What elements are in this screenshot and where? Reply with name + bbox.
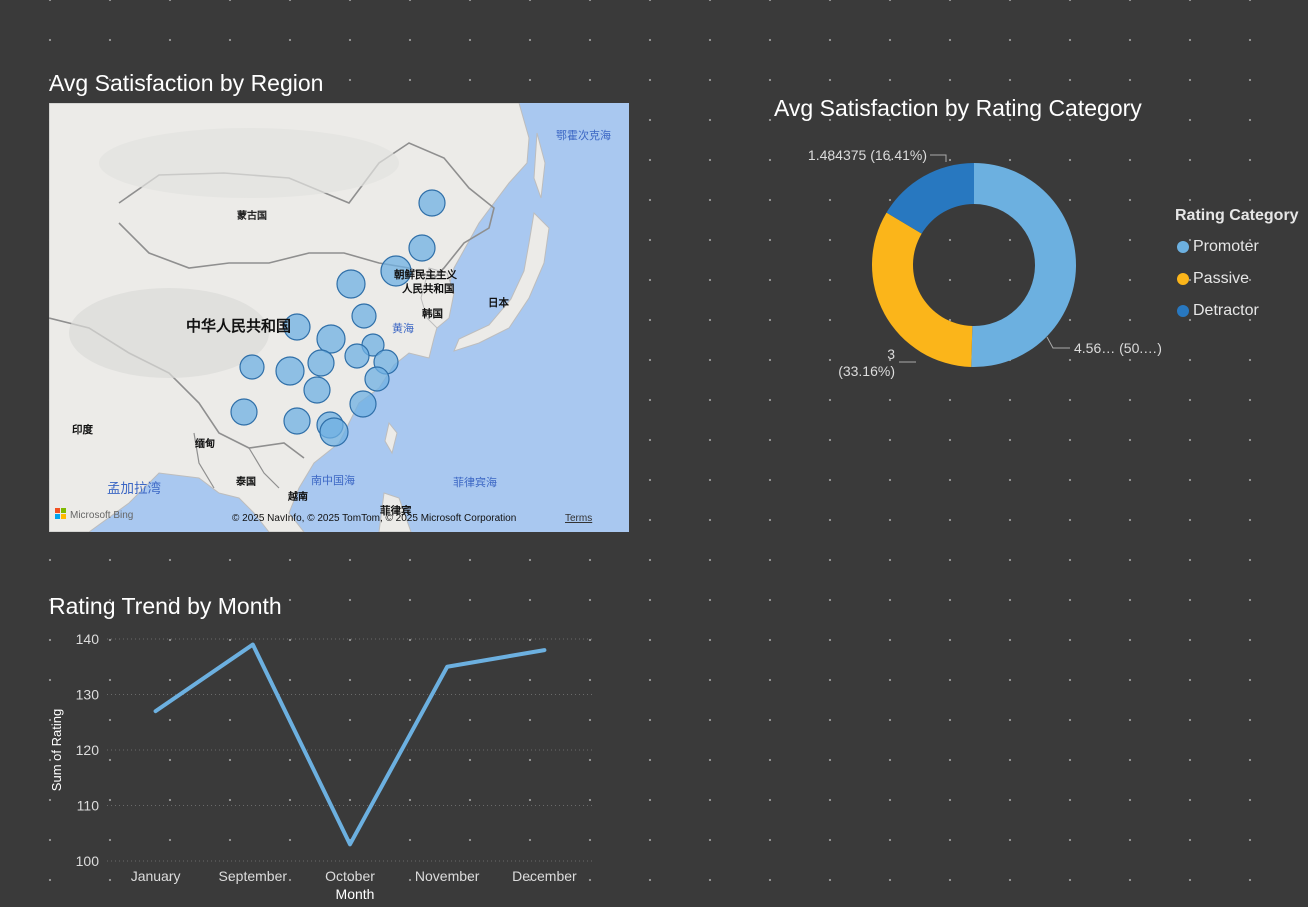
- map-land-korea: [420, 267, 455, 329]
- donut-slice-detractor[interactable]: [886, 163, 974, 234]
- map-visual[interactable]: Avg Satisfaction by Region: [49, 70, 629, 532]
- map-bubble[interactable]: [380, 255, 412, 287]
- map-bubble[interactable]: [344, 343, 370, 369]
- y-tick-label: 110: [77, 798, 100, 814]
- y-tick-label: 140: [76, 631, 100, 647]
- map-bubble[interactable]: [303, 376, 331, 404]
- data-label-passive-value: 3: [887, 346, 895, 362]
- map-bubble[interactable]: [418, 189, 446, 217]
- leader-line-detractor: [930, 154, 947, 162]
- legend-title: Rating Category: [1175, 207, 1299, 224]
- bing-logo: Microsoft Bing: [55, 508, 133, 521]
- donut-slice-promoter[interactable]: [971, 163, 1077, 368]
- legend-label-passive: Passive: [1193, 270, 1250, 287]
- data-label-promoter: 4.56… (50.…): [1074, 340, 1162, 356]
- map-canvas[interactable]: 蒙古国 中华人民共和国 朝鲜民主主义 人民共和国 韩国 日本 印度 缅甸 泰国 …: [49, 103, 629, 532]
- x-tick-label: January: [131, 868, 181, 884]
- map-label-mongolia: 蒙古国: [237, 209, 267, 222]
- x-axis-title: Month: [336, 886, 375, 902]
- line-visual[interactable]: 100 110 120 130 140 January September October N…: [45, 590, 605, 907]
- legend-item-promoter[interactable]: Promoter: [1175, 231, 1299, 263]
- map-shade-tibet: [69, 288, 269, 378]
- map-label-philippine-sea: 菲律宾海: [453, 475, 497, 489]
- map-label-okhotsk-sea: 鄂霍次克海: [556, 128, 611, 142]
- map-bubble[interactable]: [283, 407, 311, 435]
- y-tick-label: 100: [76, 853, 100, 869]
- map-bubble[interactable]: [230, 398, 258, 426]
- map-bubble[interactable]: [316, 324, 346, 354]
- map-label-north-korea-1: 朝鲜民主主义: [394, 268, 457, 281]
- map-label-vietnam: 越南: [287, 490, 308, 503]
- map-label-philippines: 菲律宾: [380, 504, 412, 517]
- map-bubble[interactable]: [239, 354, 265, 380]
- map-land-philippines: [378, 492, 412, 532]
- bing-logo-text: Microsoft Bing: [70, 510, 133, 521]
- leader-line-promoter: [1046, 336, 1070, 349]
- map-label-thailand: 泰国: [235, 475, 256, 488]
- map-bubble[interactable]: [275, 356, 305, 386]
- legend-label-promoter: Promoter: [1193, 238, 1259, 255]
- legend-label-detractor: Detractor: [1193, 302, 1259, 319]
- map-terms-link[interactable]: Terms: [565, 513, 592, 524]
- map-label-japan: 日本: [488, 296, 509, 309]
- line-gridlines: [107, 638, 593, 862]
- line-chart[interactable]: 100 110 120 130 140 January September October N…: [45, 590, 605, 907]
- map-bubble[interactable]: [351, 303, 377, 329]
- x-tick-label: October: [325, 868, 375, 884]
- map-land-sakhalin: [533, 132, 546, 199]
- legend-dot-passive: [1177, 273, 1189, 285]
- donut-slices[interactable]: [872, 163, 1077, 368]
- y-tick-label: 130: [76, 687, 100, 703]
- line-title: Rating Trend by Month: [49, 593, 282, 619]
- legend-dot-detractor: [1177, 305, 1189, 317]
- data-label-detractor: 1.484375 (16.41%): [808, 147, 927, 163]
- map-label-myanmar: 缅甸: [195, 437, 215, 450]
- legend-dot-promoter: [1177, 241, 1189, 253]
- map-label-india: 印度: [72, 423, 93, 436]
- map-label-south-korea: 韩国: [422, 307, 443, 320]
- map-border-mongolia: [118, 142, 495, 279]
- map-attribution: © 2025 NavInfo, © 2025 TomTom, © 2025 Mi…: [232, 513, 516, 524]
- map-label-bay-of-bengal: 孟加拉湾: [107, 480, 161, 497]
- x-tick-label: November: [415, 868, 480, 884]
- map-border-indochina: [193, 432, 280, 489]
- map-labels: 蒙古国 中华人民共和国 朝鲜民主主义 人民共和国 韩国 日本 印度 缅甸 泰国 …: [72, 128, 611, 517]
- map-label-south-china-sea: 南中国海: [311, 473, 355, 487]
- map-shade-north: [99, 128, 399, 198]
- donut-chart[interactable]: 1.484375 (16.41%) 4.56… (50.…) 3 (33.16%…: [760, 92, 1308, 392]
- map-bubble[interactable]: [336, 269, 366, 299]
- map-bubble[interactable]: [349, 390, 377, 418]
- map-label-yellow-sea: 黄海: [392, 321, 414, 335]
- line-series[interactable]: [153, 642, 547, 847]
- x-tick-label: September: [219, 868, 288, 884]
- x-tick-label: December: [512, 868, 577, 884]
- map-land-japan: [453, 211, 550, 352]
- map-bubble[interactable]: [307, 349, 335, 377]
- map-label-china: 中华人民共和国: [186, 317, 291, 335]
- y-tick-label: 120: [76, 742, 100, 758]
- map-bubbles[interactable]: [230, 189, 446, 447]
- legend-item-passive[interactable]: Passive: [1175, 263, 1299, 295]
- y-axis-title: Sum of Rating: [49, 709, 64, 791]
- data-label-passive-pct: (33.16%): [838, 363, 895, 379]
- donut-title: Avg Satisfaction by Rating Category: [774, 95, 1142, 121]
- map-title: Avg Satisfaction by Region: [49, 70, 324, 96]
- map-bubble[interactable]: [283, 313, 311, 341]
- donut-visual[interactable]: 1.484375 (16.41%) 4.56… (50.…) 3 (33.16%…: [760, 92, 1308, 392]
- map-bubble[interactable]: [408, 234, 436, 262]
- map-bubble[interactable]: [319, 417, 349, 447]
- legend-item-detractor[interactable]: Detractor: [1175, 295, 1299, 327]
- map-bubble[interactable]: [364, 366, 390, 392]
- map-land-taiwan: [384, 421, 398, 455]
- map-label-north-korea-2: 人民共和国: [402, 282, 455, 295]
- donut-legend: Rating Category Promoter Passive Detract…: [1175, 207, 1299, 327]
- map-frame[interactable]: 蒙古国 中华人民共和国 朝鲜民主主义 人民共和国 韩国 日本 印度 缅甸 泰国 …: [49, 103, 629, 532]
- line-x-axis: January September October November December: [131, 868, 577, 884]
- line-y-axis: 100 110 120 130 140: [76, 631, 100, 869]
- donut-slice-passive[interactable]: [872, 212, 973, 367]
